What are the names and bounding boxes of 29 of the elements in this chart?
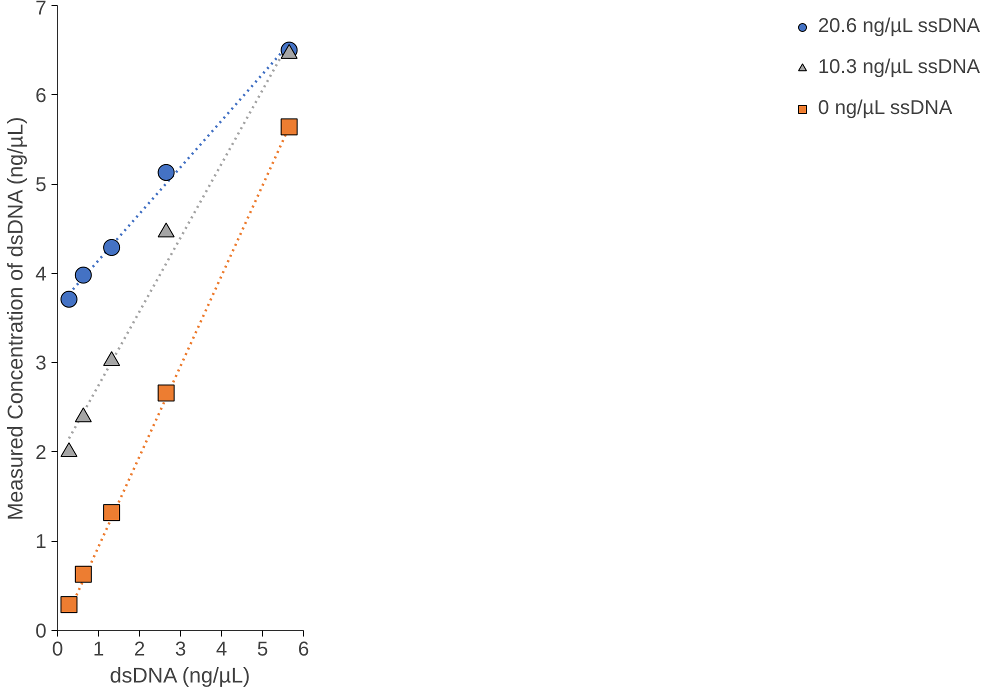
point xyxy=(158,164,175,181)
x-tick-label: 5 xyxy=(256,638,268,660)
y-tick-label: 2 xyxy=(35,442,46,464)
x-tick-label: 2 xyxy=(134,638,146,660)
y-tick-label: 4 xyxy=(35,263,46,286)
y-tick-label: 3 xyxy=(35,352,46,375)
point xyxy=(60,596,78,614)
point xyxy=(158,384,175,402)
y-axis-title: Measured Concentration of dsDNA (ng/µL) xyxy=(3,116,28,520)
point xyxy=(103,504,120,522)
legend-label: 10.3 ng/µL ssDNA xyxy=(818,56,980,79)
y-tick-label: 7 xyxy=(35,0,46,20)
y-tick-label: 5 xyxy=(35,174,46,196)
x-tick-label: 4 xyxy=(216,638,228,660)
x-tick-label: 6 xyxy=(298,638,310,660)
legend-label: 0 ng/µL ssDNA xyxy=(818,97,952,120)
point xyxy=(60,290,78,308)
y-tick-label: 0 xyxy=(35,620,46,642)
point xyxy=(103,238,120,256)
y-tick-label: 6 xyxy=(35,84,46,107)
y-tick-label: 1 xyxy=(35,531,46,554)
x-tick-label: 3 xyxy=(174,638,186,660)
point xyxy=(280,118,298,136)
x-axis-title: dsDNA (ng/µL) xyxy=(110,664,250,688)
x-tick-label: 0 xyxy=(52,638,64,660)
point xyxy=(74,566,92,583)
x-tick-label: 1 xyxy=(92,638,104,660)
point xyxy=(74,266,92,284)
legend-label: 20.6 ng/µL ssDNA xyxy=(818,15,980,38)
